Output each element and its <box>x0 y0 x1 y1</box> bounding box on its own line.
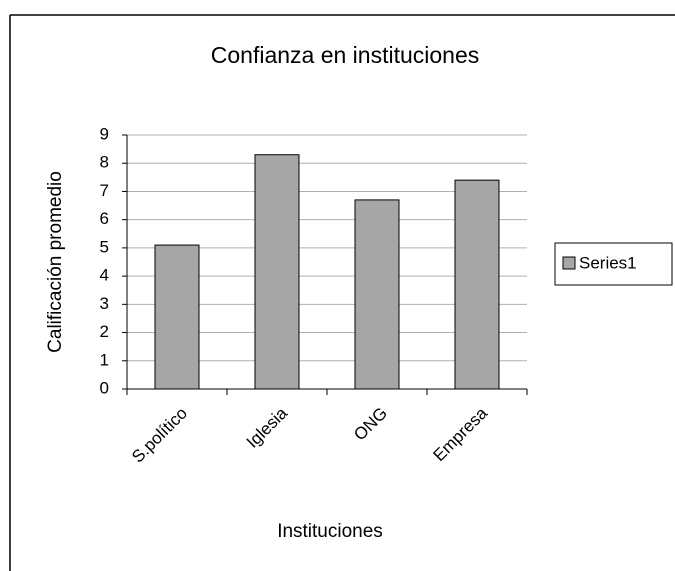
x-tick-label: S.político <box>128 404 191 467</box>
legend-swatch <box>562 256 576 270</box>
x-axis-label: Instituciones <box>277 521 383 542</box>
y-tick-label: 4 <box>100 266 109 285</box>
bar <box>454 179 500 390</box>
legend-label: Series1 <box>579 253 637 272</box>
y-axis-label: Calificación promedio <box>45 171 66 353</box>
y-tick-label: 0 <box>100 378 109 397</box>
y-tick-label: 5 <box>100 237 109 256</box>
bar <box>254 154 300 390</box>
bar <box>354 199 400 390</box>
y-tick-label: 7 <box>100 181 109 200</box>
y-tick-label: 9 <box>100 124 109 143</box>
y-tick-label: 6 <box>100 209 109 228</box>
y-tick-label: 8 <box>100 153 109 172</box>
x-tick-label: Iglesia <box>243 403 292 452</box>
x-tick-label: ONG <box>350 404 391 445</box>
x-tick-label: Empresa <box>429 403 491 465</box>
bar <box>154 244 200 390</box>
chart-title: Confianza en instituciones <box>211 42 480 68</box>
y-tick-label: 1 <box>100 350 109 369</box>
y-tick-label: 2 <box>100 322 109 341</box>
y-tick-label: 3 <box>100 294 109 313</box>
